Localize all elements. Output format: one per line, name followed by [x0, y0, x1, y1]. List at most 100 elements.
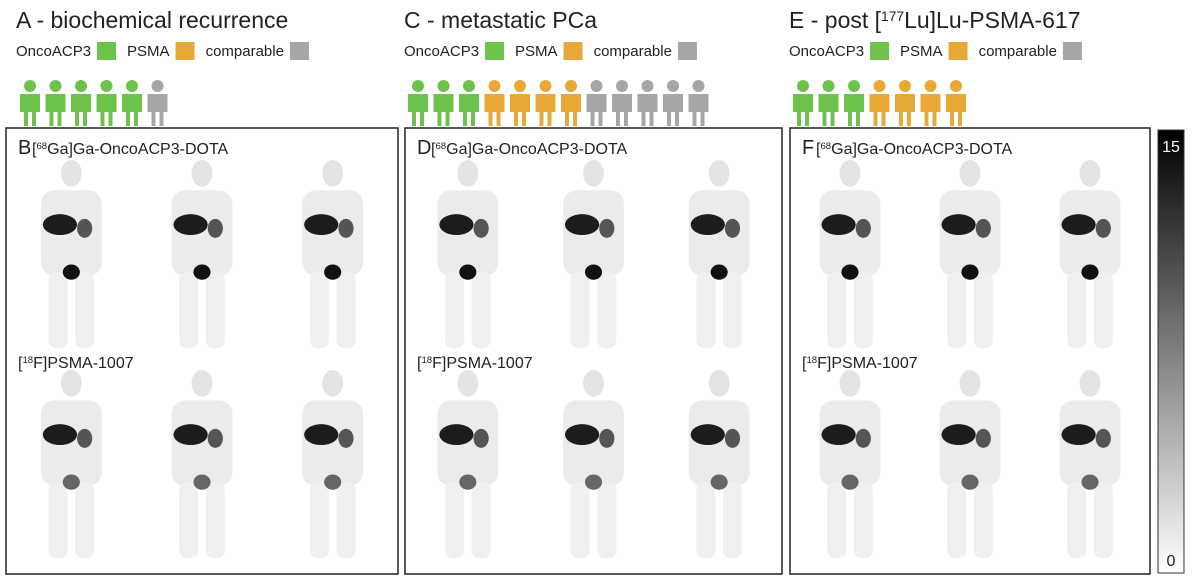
icon-body [71, 94, 91, 126]
icon-body [122, 94, 142, 126]
pet-liver [42, 214, 78, 236]
pet-leg [1067, 482, 1087, 559]
patient-icon [45, 80, 66, 126]
pet-head [708, 370, 730, 397]
pet-liver [173, 424, 208, 446]
pet-leg [179, 482, 199, 559]
icon-head [126, 80, 138, 92]
pet-leg [1093, 272, 1113, 349]
pet-liver [173, 214, 208, 236]
pet-leg [75, 482, 95, 559]
icon-head [667, 80, 679, 92]
image-label-post: Ga]Ga-OncoACP3-DOTA [446, 141, 627, 158]
icon-head [151, 80, 164, 92]
pet-bladder [710, 474, 728, 490]
pet-bladder [841, 264, 859, 280]
pet-leg [309, 272, 329, 349]
colorbar-min: 0 [1167, 553, 1176, 570]
patient-icon [793, 80, 813, 126]
patient-icon [869, 80, 890, 126]
image-label-post: Ga]Ga-OncoACP3-DOTA [47, 141, 228, 158]
icon-body [45, 94, 66, 126]
pet-head [191, 370, 213, 397]
pet-kidney [1095, 428, 1111, 448]
legend-swatch [563, 42, 583, 60]
patient-icon [408, 80, 428, 126]
image-label-sup: 68 [435, 141, 446, 152]
pet-torso [939, 400, 1001, 486]
patient-icon [433, 80, 454, 126]
icon-body [561, 94, 581, 126]
pet-torso [688, 400, 750, 486]
image-label-sup: 18 [22, 355, 33, 366]
pet-bladder [1081, 264, 1099, 280]
image-label-post: F]PSMA-1007 [33, 355, 134, 372]
legend-swatch [175, 42, 195, 60]
icon-body [433, 94, 454, 126]
pet-head [959, 160, 981, 187]
pet-leg [853, 272, 873, 349]
pet-liver [304, 214, 339, 236]
patient-icon [71, 80, 91, 126]
patient-icon [688, 80, 709, 126]
pet-head [959, 370, 981, 397]
legend-swatch [677, 42, 697, 60]
pet-leg [570, 482, 590, 559]
legend-swatch [948, 42, 968, 60]
pet-bladder [62, 264, 80, 280]
pet-head [839, 160, 861, 187]
legend-label: PSMA [127, 43, 170, 60]
legend-swatch [485, 42, 505, 60]
icon-head [873, 80, 886, 92]
colorbar [1157, 129, 1185, 574]
patient-icon [663, 80, 683, 126]
pet-leg [445, 272, 465, 349]
pet-head [322, 160, 344, 187]
image-label-sup: 18 [421, 355, 432, 366]
pet-torso [939, 190, 1001, 276]
patient-icon [586, 80, 607, 126]
legend-label: OncoACP3 [404, 43, 479, 60]
image-label: [18F]PSMA-1007 [802, 355, 918, 373]
icon-body [586, 94, 607, 126]
image-label-pre: [ [417, 355, 422, 372]
panel-title-sup: 177 [881, 9, 904, 24]
pet-torso [171, 400, 233, 486]
image-label-post: F]PSMA-1007 [432, 355, 533, 372]
patient-icon [459, 80, 479, 126]
legend-swatch [1062, 42, 1082, 60]
pet-torso [688, 190, 750, 276]
icon-head [488, 80, 501, 92]
pet-torso [40, 190, 102, 276]
image-label-pre: [ [431, 141, 436, 158]
pet-bladder [459, 474, 477, 490]
pet-leg [947, 482, 967, 559]
pet-leg [445, 482, 465, 559]
pet-torso [563, 400, 624, 486]
pet-liver [1061, 424, 1096, 446]
pet-bladder [62, 474, 80, 490]
pet-kidney [338, 218, 354, 238]
legend-label: comparable [979, 43, 1057, 60]
pet-bladder [324, 264, 342, 280]
icon-head [24, 80, 36, 92]
panel-title-pre: A - biochemical recurrence [16, 7, 288, 33]
pet-kidney [77, 218, 93, 238]
patient-icon [510, 80, 530, 126]
icon-body [946, 94, 966, 126]
panel-letter: B [18, 137, 31, 159]
pet-leg [1067, 272, 1087, 349]
pet-torso [1059, 190, 1121, 276]
image-label-pre: [ [802, 355, 807, 372]
image-label-pre: [ [816, 141, 821, 158]
pet-leg [75, 272, 95, 349]
panel-title-pre: C - metastatic PCa [404, 7, 597, 33]
panel-frame [789, 127, 1151, 575]
pet-kidney [1095, 218, 1111, 238]
panel-title-post: Lu]Lu-PSMA-617 [904, 7, 1080, 33]
pet-liver [304, 424, 339, 446]
pet-leg [597, 482, 617, 559]
icon-body [484, 94, 505, 126]
pet-bladder [324, 474, 342, 490]
